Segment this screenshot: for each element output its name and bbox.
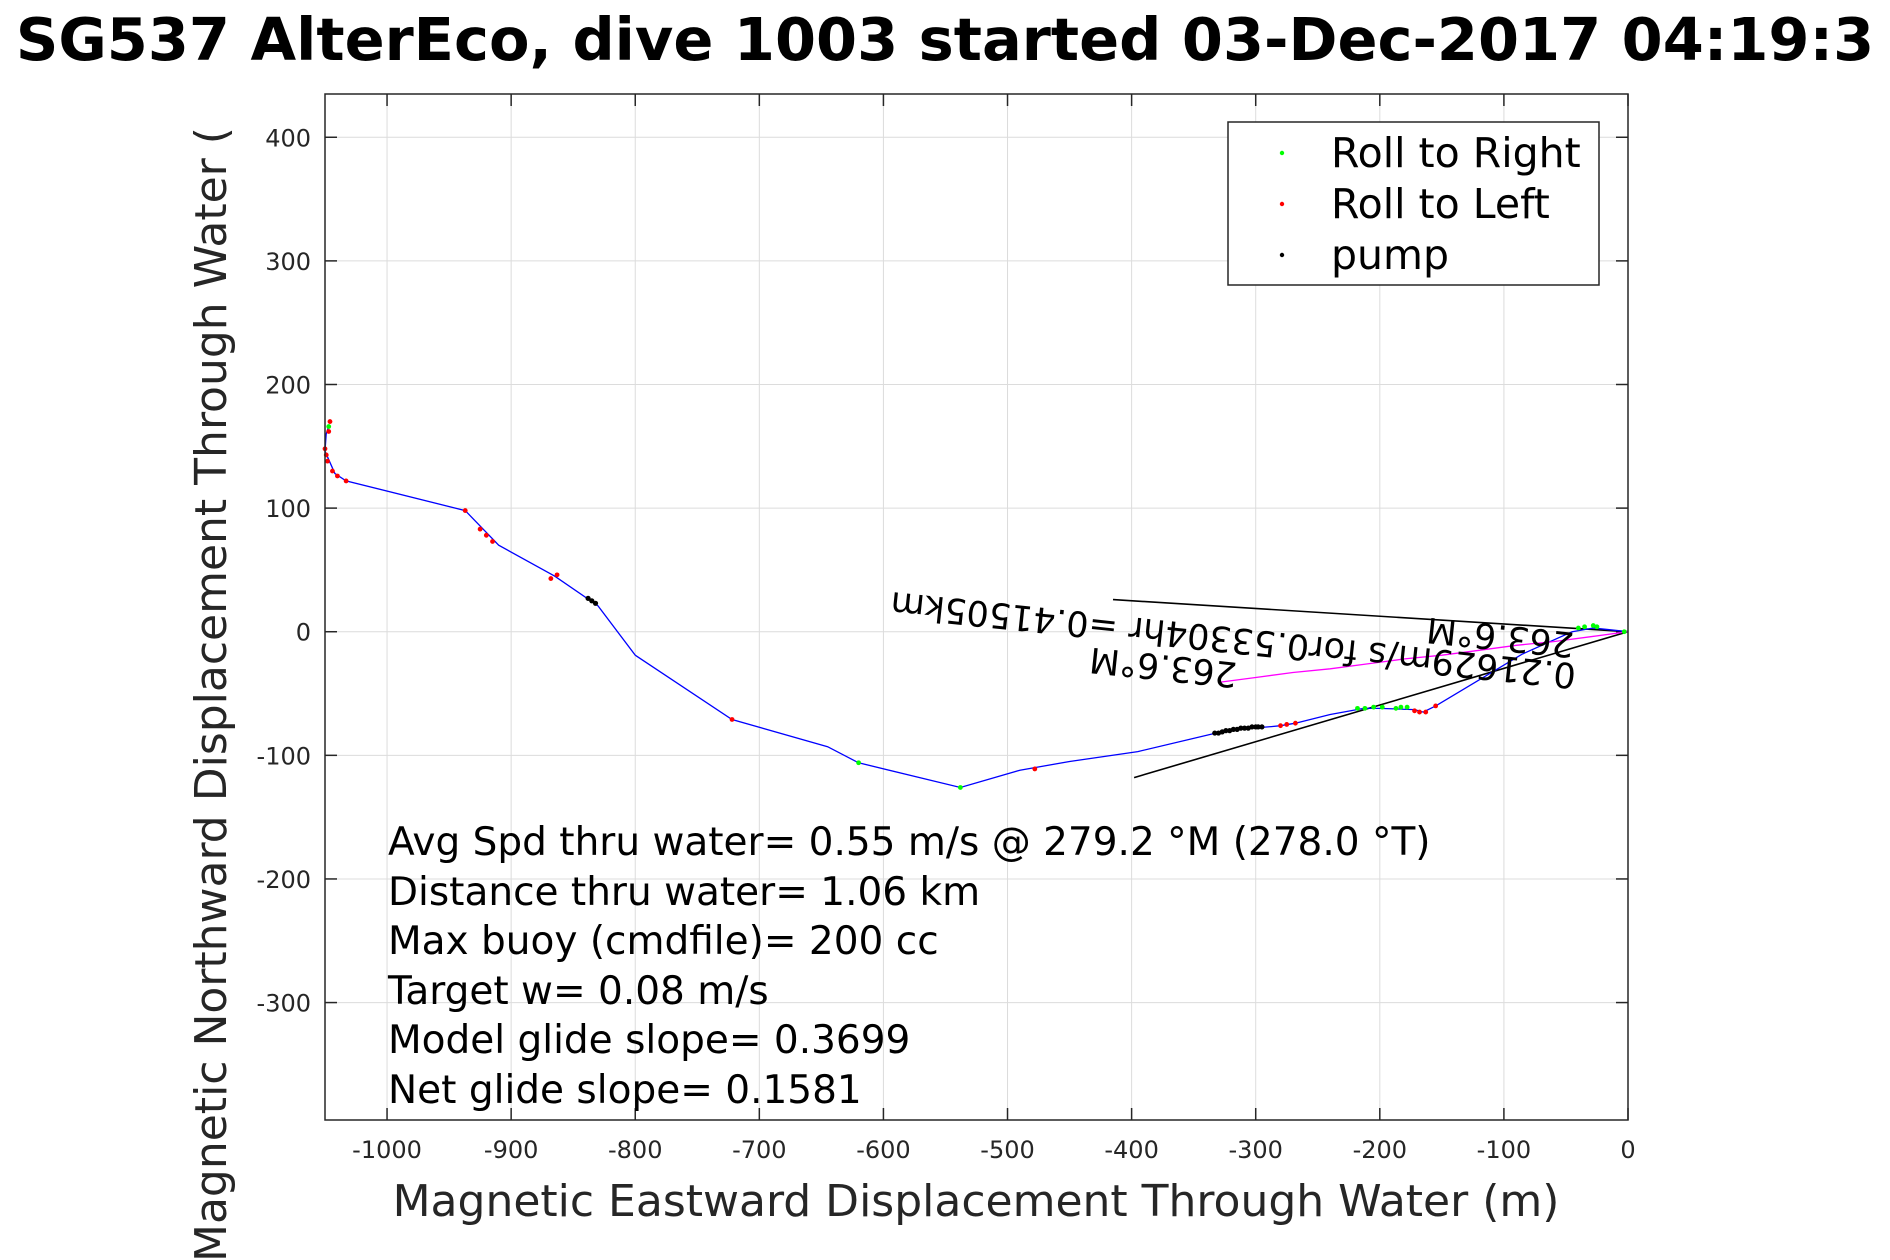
legend: Roll to Right Roll to Left pump — [1227, 121, 1600, 286]
y-tick-label: -300 — [257, 990, 311, 1018]
legend-swatch-roll-right — [1279, 150, 1285, 156]
y-tick-labels: -300 -200 -100 0 100 200 300 400 — [257, 124, 311, 1017]
roll-right-point — [326, 424, 332, 429]
x-tick-label: -200 — [1353, 1136, 1407, 1164]
pump-point — [1234, 726, 1240, 732]
x-tick-label: -1000 — [352, 1136, 422, 1164]
legend-label-roll-right: Roll to Right — [1331, 129, 1581, 177]
roll-right-point — [1371, 704, 1377, 710]
y-tick-label: -200 — [257, 866, 311, 894]
x-tick-label: -100 — [1477, 1136, 1531, 1164]
x-tick-labels: -1000 -900 -800 -700 -600 -500 -400 -300 -200 -10… — [352, 1136, 1635, 1164]
data-markers — [322, 419, 1627, 790]
pump-point — [585, 595, 591, 601]
roll-right-point — [957, 785, 963, 790]
roll-right-point — [1594, 624, 1600, 630]
roll-right-point — [856, 760, 862, 766]
y-tick-label: 0 — [296, 619, 311, 647]
pump-point — [1241, 725, 1248, 731]
roll-right-point — [1398, 704, 1404, 710]
pump-point — [1245, 725, 1251, 731]
roll-right-point — [1582, 624, 1587, 630]
roll-left-point — [729, 717, 735, 722]
grid-lines — [325, 94, 1629, 1120]
x-axis-label: Magnetic Eastward Displacement Through W… — [393, 1176, 1560, 1227]
roll-left-point — [327, 419, 333, 424]
roll-left-point — [477, 526, 483, 532]
pump-point — [589, 598, 595, 604]
y-tick-label: 400 — [265, 124, 311, 152]
reference-line — [1133, 630, 1629, 779]
annot-avg-speed: Avg Spd thru water= 0.55 m/s @ 279.2 °M … — [388, 820, 1431, 865]
roll-left-point — [490, 539, 495, 544]
roll-left-point — [548, 576, 554, 581]
roll-left-point — [335, 473, 340, 479]
pump-point — [1227, 728, 1233, 734]
reference-lines — [1112, 598, 1629, 779]
pump-point — [1212, 730, 1218, 736]
roll-left-point — [1423, 709, 1429, 715]
y-tick-label: 100 — [265, 495, 311, 523]
roll-right-point — [1404, 704, 1410, 710]
roll-left-point — [1032, 766, 1038, 772]
roll-left-point — [1417, 709, 1422, 715]
roll-right-point — [1590, 623, 1596, 628]
roll-right-point — [1362, 705, 1368, 711]
roll-left-point — [326, 429, 332, 434]
legend-label-roll-left: Roll to Left — [1331, 180, 1550, 228]
series-line — [1218, 631, 1629, 684]
roll-left-point — [554, 572, 560, 578]
y-tick-label: 300 — [265, 248, 311, 276]
x-tick-label: -300 — [1228, 1136, 1282, 1164]
roll-right-point — [1621, 629, 1627, 635]
legend-label-pump: pump — [1331, 231, 1449, 279]
roll-right-point — [1393, 705, 1399, 711]
roll-right-point — [1379, 704, 1385, 710]
roll-left-point — [325, 458, 330, 464]
roll-left-point — [1433, 703, 1439, 709]
roll-right-point — [1355, 705, 1360, 711]
chart-title: SG537 AlterEco, dive 1003 started 03-Dec… — [16, 5, 1874, 74]
x-tick-label: -500 — [980, 1136, 1034, 1164]
pump-point — [1253, 724, 1259, 730]
roll-left-point — [1278, 723, 1283, 729]
pump-point — [592, 600, 599, 606]
x-tick-label: -800 — [608, 1136, 662, 1164]
legend-box — [1227, 121, 1600, 286]
plot-frame — [324, 93, 1629, 1121]
legend-swatch-pump — [1279, 252, 1285, 258]
x-tick-label: -700 — [732, 1136, 786, 1164]
y-axis-label: Magnetic Northward Displacement Through … — [186, 127, 237, 1260]
annot-target-w: Target w= 0.08 m/s — [387, 969, 769, 1014]
roll-left-point — [343, 478, 349, 484]
annot-net-glide: Net glide slope= 0.1581 — [388, 1068, 862, 1113]
annotation-block: Avg Spd thru water= 0.55 m/s @ 279.2 °M … — [387, 820, 1431, 1113]
x-tick-label: -900 — [484, 1136, 538, 1164]
roll-left-point — [1284, 722, 1290, 727]
y-tick-label: 200 — [265, 371, 311, 399]
pump-point — [1259, 724, 1265, 730]
x-tick-label: 0 — [1620, 1136, 1635, 1164]
roll-left-point — [462, 508, 468, 513]
roll-left-point — [483, 532, 489, 538]
annot-model-glide: Model glide slope= 0.3699 — [388, 1018, 910, 1063]
pump-point — [1215, 730, 1222, 736]
roll-left-point — [1412, 708, 1417, 714]
x-tick-label: -400 — [1104, 1136, 1158, 1164]
annot-max-buoy: Max buoy (cmdfile)= 200 cc — [388, 919, 939, 964]
legend-swatch-roll-left — [1279, 201, 1285, 207]
roll-left-point — [330, 468, 335, 474]
x-tick-label: -600 — [856, 1136, 910, 1164]
reference-line — [1112, 598, 1629, 633]
annot-distance: Distance thru water= 1.06 km — [388, 870, 980, 915]
roll-left-point — [1293, 720, 1298, 726]
y-tick-label: -100 — [257, 742, 311, 770]
roll-right-point — [1575, 625, 1581, 631]
